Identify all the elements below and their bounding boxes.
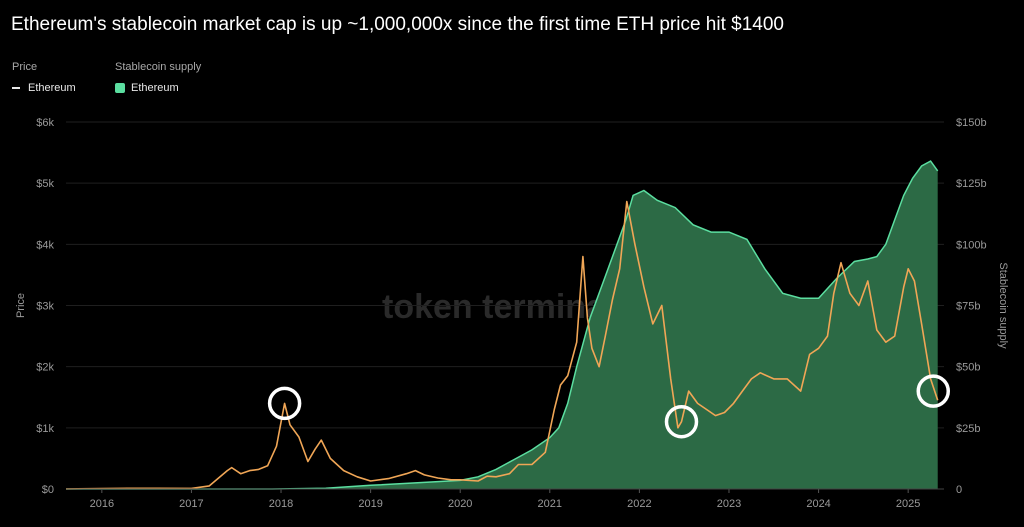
x-tick-label: 2021 (538, 498, 562, 510)
y-tick-label: $6k (36, 117, 54, 129)
highlight-circle (916, 374, 950, 408)
area-swatch-icon (115, 83, 125, 93)
supply-legend: Stablecoin supply Ethereum (115, 61, 201, 94)
line-swatch-icon (12, 87, 20, 89)
y2-tick-label: $100b (956, 239, 987, 251)
y-tick-label: $0 (42, 484, 54, 496)
y-tick-label: $1k (36, 423, 54, 435)
x-tick-label: 2022 (627, 498, 651, 510)
supply-legend-header: Stablecoin supply (115, 61, 202, 73)
price-line (65, 200, 939, 490)
watermark: token terminal (382, 288, 614, 326)
price-legend-header: Price (12, 61, 38, 73)
supply-legend-item[interactable]: Ethereum (115, 82, 201, 94)
axes: $0 $1k $2k $3k $4k $5k $6k 0 $25b $50b $75b $100b $1… (36, 117, 986, 510)
x-tick-label: 2018 (269, 498, 293, 510)
y2-tick-label: $50b (956, 362, 980, 374)
stablecoin-supply-area (66, 161, 938, 489)
y2-tick-label: $150b (956, 117, 987, 129)
y2-tick-label: $25b (956, 423, 980, 435)
y-tick-label: $3k (36, 301, 54, 313)
y2-tick-label: 0 (956, 484, 962, 496)
chart-title: Ethereum's stablecoin market cap is up ~… (11, 14, 784, 35)
price-legend-label: Ethereum (28, 82, 76, 94)
price-legend: Price Ethereum (12, 61, 76, 94)
y2-tick-label: $75b (956, 301, 980, 313)
x-tick-label: 2020 (448, 498, 472, 510)
y2-tick-label: $125b (956, 178, 987, 190)
annotations (267, 374, 950, 439)
stablecoin-supply-line (66, 160, 939, 490)
y-tick-label: $5k (36, 178, 54, 190)
x-tick-label: 2023 (717, 498, 741, 510)
y-tick-label: $4k (36, 239, 54, 251)
highlight-circle (664, 404, 699, 439)
y-tick-label: $2k (36, 362, 54, 374)
x-tick-label: 2025 (896, 498, 920, 510)
highlight-circle (267, 386, 302, 421)
x-tick-label: 2017 (179, 498, 203, 510)
y2-axis-title: Stablecoin supply (997, 262, 1009, 349)
x-tick-label: 2019 (358, 498, 382, 510)
price-legend-item[interactable]: Ethereum (12, 82, 76, 94)
supply-legend-label: Ethereum (131, 82, 179, 94)
x-tick-label: 2016 (90, 498, 114, 510)
y-axis-title: Price (15, 293, 27, 318)
x-tick-label: 2024 (806, 498, 830, 510)
